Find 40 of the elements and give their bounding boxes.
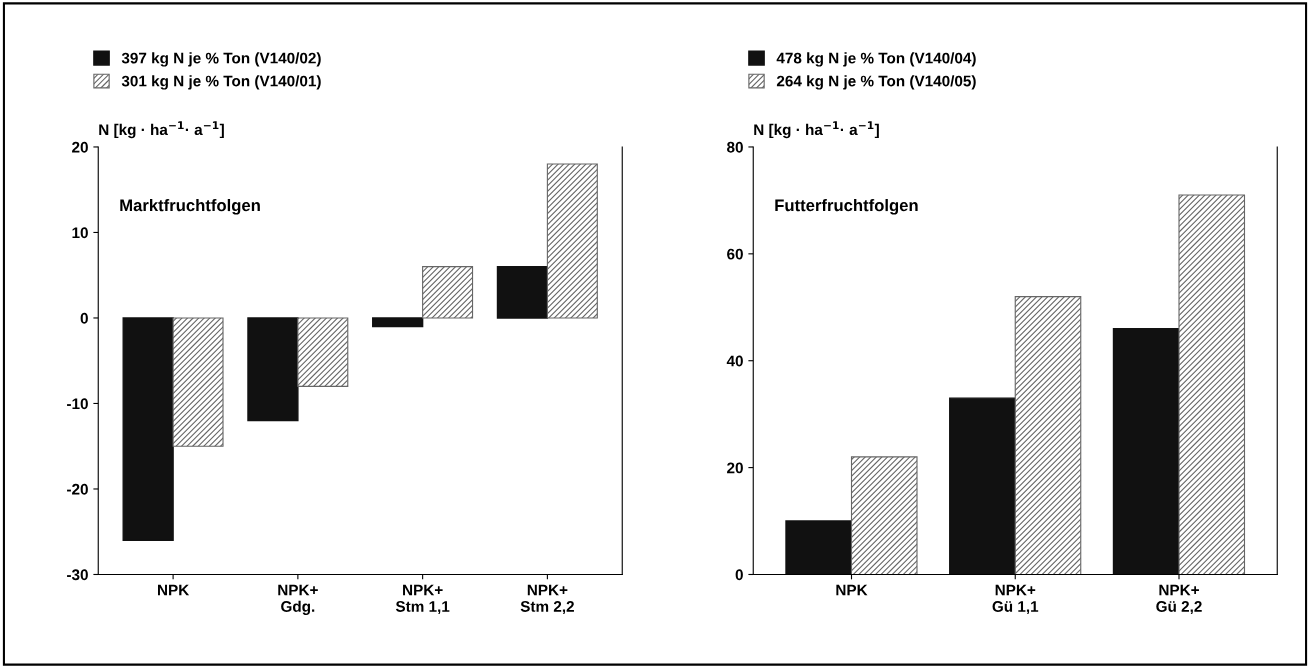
y-tick-label: 0	[80, 312, 88, 324]
x-tick-label: NPK+ Gdg.	[278, 584, 318, 615]
y-tick-label: 20	[72, 141, 88, 153]
y-tick-label: 10	[72, 227, 88, 239]
legend-label: 397 kg N je % Ton (V140/02)	[121, 52, 321, 67]
bar	[422, 266, 474, 319]
bar	[1014, 296, 1082, 575]
y-tick-label: 60	[727, 248, 743, 260]
bar	[372, 317, 424, 328]
legend-label: 301 kg N je % Ton (V140/01)	[121, 75, 321, 90]
legend-label: 478 kg N je % Ton (V140/04)	[776, 52, 976, 67]
x-tick-label: NPK+ Gü 1,1	[992, 584, 1039, 615]
bar	[247, 317, 299, 422]
x-tick-label: NPK+ Stm 2,2	[520, 584, 574, 615]
x-tick-label: NPK+ Stm 1,1	[395, 584, 450, 615]
y-tick-label: 40	[726, 355, 743, 367]
bar	[546, 163, 598, 319]
bar	[949, 397, 1016, 575]
x-tick-label: NPK+ Gü 2,2	[1156, 584, 1202, 615]
bar	[496, 265, 549, 319]
y-tick-label: 20	[727, 462, 743, 474]
y-tick-label: 0	[735, 569, 743, 581]
bar	[850, 456, 918, 575]
y-tick-label: -20	[67, 483, 88, 495]
y-axis-title: N [kg · ha$^{−1}$· a$^{−1}$]	[99, 121, 224, 139]
bar	[1178, 194, 1246, 575]
y-axis-title: N [kg · ha$^{−1}$· a$^{−1}$]	[754, 121, 879, 139]
legend-label: 264 kg N je % Ton (V140/05)	[776, 75, 976, 90]
annotation: Marktfruchtfolgen	[120, 199, 260, 215]
y-tick-label: 80	[727, 141, 743, 153]
y-tick-label: -10	[67, 398, 88, 410]
bar	[1112, 327, 1180, 575]
x-tick-label: NPK	[158, 584, 190, 596]
bar	[172, 317, 224, 447]
x-tick-label: NPK	[836, 584, 868, 596]
annotation: Futterfruchtfolgen	[775, 199, 918, 215]
bar	[297, 317, 349, 387]
y-tick-label: -30	[67, 569, 88, 581]
bar	[785, 520, 853, 575]
bar	[122, 317, 174, 541]
